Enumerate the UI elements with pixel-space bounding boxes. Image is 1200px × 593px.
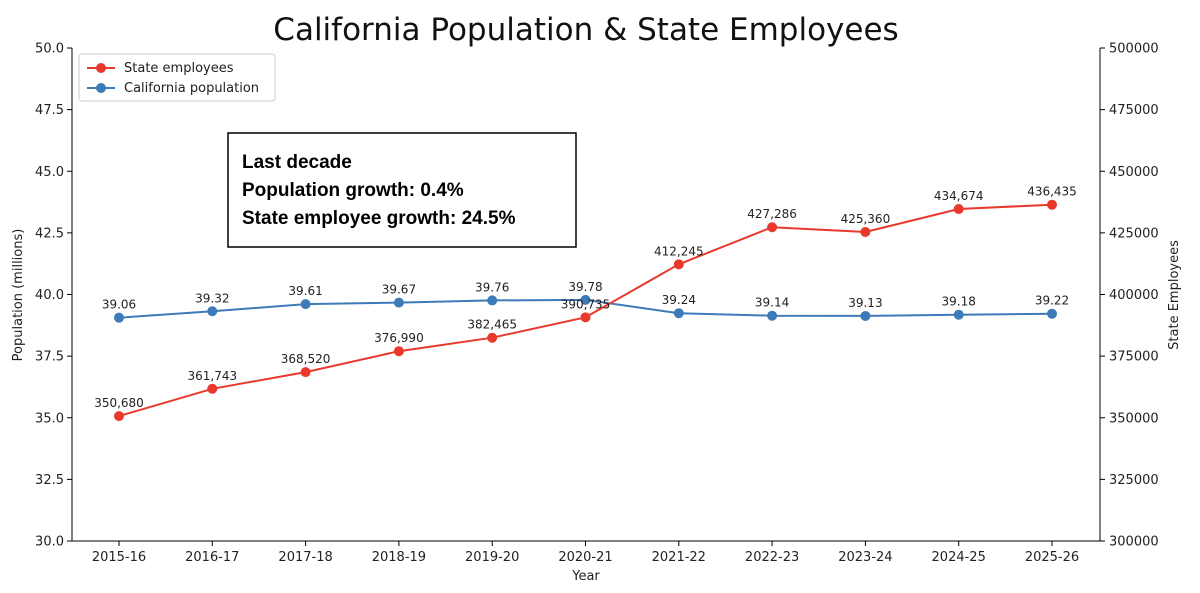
data-label-california-population: 39.24 [662,293,696,307]
series-layer: 39.06 39.32 39.61 39.67 39.76 39.78 39.24 39.14… [94,185,1077,422]
data-point-california-population [767,310,778,321]
data-point-state-employees [860,226,871,237]
right-tick-label: 400000 [1109,288,1159,303]
left-tick-label: 45.0 [35,165,64,180]
data-label-state-employees: 427,286 [747,207,797,221]
legend-label-california-population: California population [124,81,259,96]
left-tick-label: 32.5 [35,473,64,488]
data-label-california-population: 39.76 [475,280,509,294]
data-point-california-population [114,312,124,323]
data-point-state-employees [953,204,964,215]
series-state-employees: 350,680 361,743 368,520 376,990 382,465 390,7… [94,185,1077,422]
annotation-frame [227,132,577,248]
legend-marker-state-employees [96,63,106,73]
right-tick-label: 475000 [1109,103,1159,118]
data-point-california-population [207,306,218,317]
left-tick-label: 35.0 [35,411,64,426]
data-label-state-employees: 376,990 [374,331,424,345]
data-point-state-employees [300,367,311,378]
left-tick-label: 37.5 [35,350,64,365]
x-axis-label: Year [571,569,600,584]
left-tick-label: 50.0 [35,42,64,57]
x-tick-label: 2024-25 [932,550,986,565]
data-point-california-population [1047,308,1057,319]
right-tick-label: 300000 [1109,535,1159,550]
left-tick-label: 47.5 [35,103,64,118]
x-tick-label: 2025-26 [1025,550,1079,565]
annotation-line-1: Last decade [242,152,352,173]
data-label-california-population: 39.61 [288,284,322,298]
x-tick-label: 2016-17 [185,550,239,565]
data-label-california-population: 39.14 [755,296,789,310]
data-label-california-population: 39.78 [568,280,602,294]
data-point-california-population [953,309,964,320]
data-point-state-employees [1047,199,1057,210]
right-tick-label: 375000 [1109,350,1159,365]
legend: State employees California population [78,53,276,102]
data-label-california-population: 39.32 [195,291,229,305]
left-y-axis-label: Population (millions) [11,229,26,362]
right-y-axis-label: State Employees [1167,240,1182,350]
data-point-state-employees [580,312,591,323]
x-tick-label: 2015-16 [92,550,146,565]
data-label-california-population: 39.13 [848,296,882,310]
left-tick-label: 42.5 [35,226,64,241]
x-ticks: 2015-16 2016-17 2017-18 2018-19 2019-20 2020-… [92,541,1079,565]
annotation-line-3: State employee growth: 24.5% [242,208,516,229]
data-point-california-population [580,294,591,305]
data-label-state-employees: 350,680 [94,396,144,410]
x-tick-label: 2022-23 [745,550,799,565]
data-point-state-employees [487,332,498,343]
data-label-california-population: 39.67 [382,283,416,297]
data-point-california-population [487,295,498,306]
annotation-line-2: Population growth: 0.4% [242,180,464,201]
chart-title: California Population & State Employees [273,12,898,48]
right-tick-label: 500000 [1109,42,1159,57]
data-label-state-employees: 361,743 [187,369,237,383]
x-tick-label: 2021-22 [652,550,706,565]
right-tick-label: 350000 [1109,411,1159,426]
data-label-california-population: 39.18 [942,295,976,309]
data-point-california-population [300,299,311,310]
data-point-state-employees [767,222,778,233]
right-tick-label: 450000 [1109,165,1159,180]
data-point-california-population [393,297,404,308]
data-label-state-employees: 436,435 [1027,185,1077,199]
data-point-california-population [860,310,871,321]
legend-label-state-employees: State employees [124,61,234,76]
right-y-ticks: 300000 325000 350000 375000 400000 425000 4500… [1100,42,1159,550]
x-tick-label: 2020-21 [558,550,612,565]
data-point-state-employees [673,259,684,270]
x-tick-label: 2017-18 [278,550,332,565]
x-tick-label: 2019-20 [465,550,519,565]
data-point-state-employees [207,383,218,394]
data-label-state-employees: 390,735 [561,297,611,311]
legend-marker-california-population [96,83,106,93]
left-tick-label: 30.0 [35,535,64,550]
x-tick-label: 2018-19 [372,550,426,565]
right-tick-label: 325000 [1109,473,1159,488]
data-label-state-employees: 425,360 [841,212,891,226]
legend-frame [78,53,276,102]
data-label-state-employees: 434,674 [934,189,984,203]
data-point-state-employees [393,346,404,357]
x-tick-label: 2023-24 [838,550,892,565]
left-tick-label: 40.0 [35,288,64,303]
annotation-box: Last decade Population growth: 0.4% Stat… [227,132,577,248]
series-california-population: 39.06 39.32 39.61 39.67 39.76 39.78 39.24 39.14… [102,280,1069,323]
data-point-california-population [673,308,684,319]
data-label-state-employees: 368,520 [281,352,331,366]
right-tick-label: 425000 [1109,226,1159,241]
data-label-california-population: 39.22 [1035,294,1069,308]
left-y-ticks: 30.0 32.5 35.0 37.5 40.0 42.5 45.0 47.5 50.0 [35,42,72,550]
data-label-state-employees: 412,245 [654,244,704,258]
data-label-california-population: 39.06 [102,298,136,312]
data-point-state-employees [114,411,124,422]
data-label-state-employees: 382,465 [467,318,517,332]
